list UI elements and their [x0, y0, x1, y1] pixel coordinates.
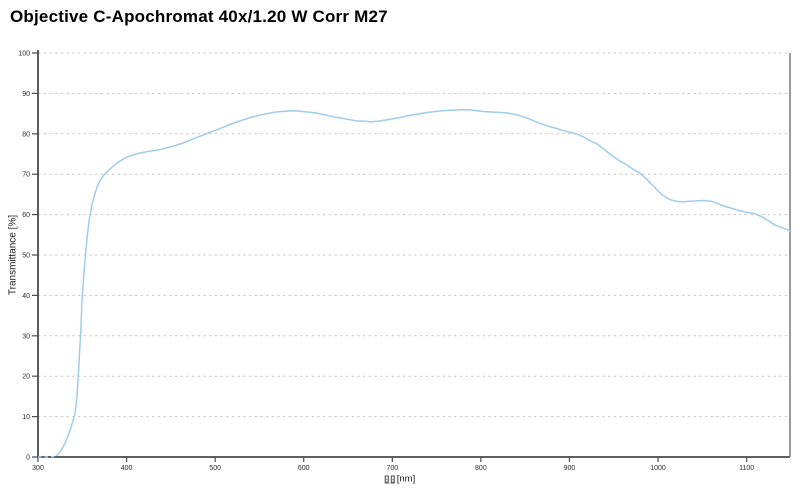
- x-axis-unit-label: [nm]: [396, 473, 416, 485]
- y-tick-label: 30: [22, 333, 30, 340]
- x-tick-label: 900: [564, 465, 576, 472]
- y-tick-label: 60: [22, 212, 30, 219]
- x-tick-label: 800: [475, 465, 487, 472]
- x-tick-label: 700: [386, 465, 398, 472]
- x-tick-label: 1000: [650, 465, 666, 472]
- y-tick-label: 10: [22, 414, 30, 421]
- x-tick-label: 600: [298, 465, 310, 472]
- y-axis-title: Transmittance [%]: [7, 214, 19, 296]
- x-tick-label: 300: [32, 465, 44, 472]
- lambda-missing-glyph-box: [384, 475, 389, 483]
- y-tick-label: 90: [22, 91, 30, 98]
- chart-title: Objective C-Apochromat 40x/1.20 W Corr M…: [10, 7, 388, 26]
- y-tick-label: 0: [26, 455, 30, 462]
- lambda-missing-glyph-box: [390, 475, 395, 483]
- x-tick-label: 500: [209, 465, 221, 472]
- x-tick-label: 400: [121, 465, 133, 472]
- y-tick-label: 80: [22, 131, 30, 138]
- x-tick-label: 1100: [739, 465, 754, 472]
- y-tick-label: 20: [22, 374, 30, 381]
- transmittance-curve: [55, 108, 791, 457]
- y-tick-label: 50: [22, 253, 30, 260]
- y-tick-label: 100: [18, 51, 30, 58]
- x-axis-title: [nm]: [384, 473, 416, 485]
- y-tick-label: 70: [22, 172, 30, 179]
- y-tick-label: 40: [22, 293, 30, 300]
